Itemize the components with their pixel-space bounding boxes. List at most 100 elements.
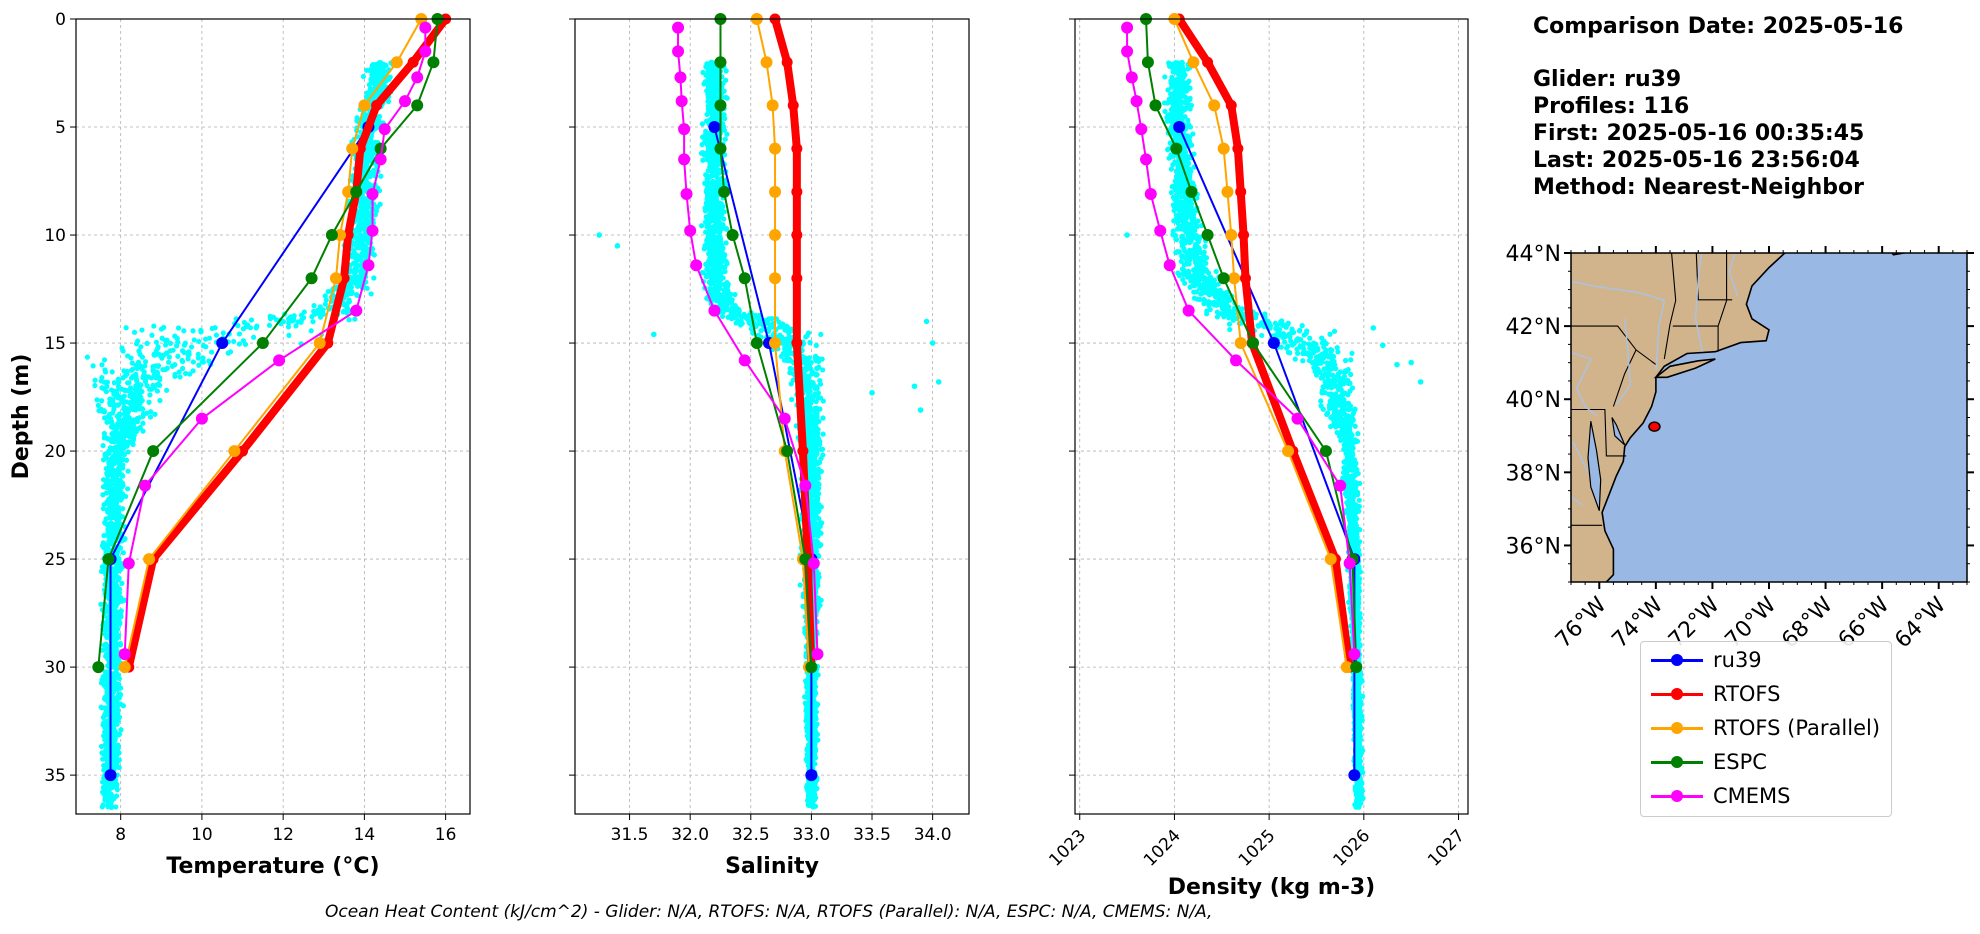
glider-point [108,541,114,547]
glider-point [133,390,139,396]
glider-point [719,313,726,319]
glider-point [108,791,114,797]
glider-point [103,389,110,395]
glider-point [123,399,129,405]
glider-point [159,335,165,341]
glider-point [111,511,117,518]
glider-point [195,351,201,357]
glider-point [818,597,824,603]
glider-point [131,396,137,402]
glider-point [117,611,124,617]
glider-point [293,323,299,329]
series-point [118,648,131,661]
glider-point [364,285,370,291]
glider-point [99,385,105,391]
glider-point [126,380,132,386]
glider-point [807,339,813,345]
glider-point [355,225,361,232]
glider-point [169,363,175,369]
glider-point [104,419,110,425]
series-point [139,479,152,492]
glider-point [107,416,114,422]
series-point [350,185,363,198]
series-point [378,123,391,136]
glider-point [311,303,317,309]
glider-point [220,330,226,336]
glider-point [115,633,121,639]
glider-point [309,314,315,320]
glider-point [707,99,714,105]
glider-point [102,737,108,743]
glider-point [142,373,148,379]
glider-point [357,220,364,226]
glider-point [199,359,205,365]
series-point [325,229,338,242]
glider-point [112,624,118,631]
glider-point [111,461,117,467]
glider-point [373,70,379,76]
glider-point [368,291,374,297]
glider-point [812,385,818,391]
y-axis-label: Depth (m) [9,354,34,480]
glider-point [113,804,119,810]
glider-point [370,61,376,68]
glider-point [198,329,204,335]
glider-point [102,694,108,701]
glider-point [115,454,122,460]
glider-point [354,244,360,251]
series-point [411,99,424,112]
series-point [411,71,424,84]
glider-point [151,352,157,358]
glider-point [119,580,125,586]
glider-point [100,751,107,757]
glider-point [114,528,120,534]
series-point [305,272,318,285]
series-rtofs-parallel- [118,13,428,674]
x-tick-label: 8 [115,825,126,845]
glider-point [371,275,377,281]
glider-point [813,342,819,349]
glider-point [139,354,145,360]
glider-point [136,348,142,354]
glider-point [134,378,140,384]
glider-point [818,331,824,338]
glider-point [125,410,131,416]
glider-point [231,338,237,345]
glider-point [102,367,108,373]
glider-point [103,632,109,638]
glider-point [117,487,123,493]
glider-point [349,289,355,295]
series-point [362,259,375,272]
glider-point [104,747,110,753]
glider-point [359,225,365,232]
glider-point [721,253,727,259]
glider-point [703,229,709,235]
glider-point [101,357,108,363]
glider-point [100,714,107,720]
glider-point [114,413,120,419]
glider-point [818,468,824,475]
glider-point [144,382,150,389]
glider-point [100,477,107,483]
glider-point [767,325,773,331]
series-point [354,143,366,155]
series-point [256,337,269,350]
glider-point [127,417,133,423]
glider-point [98,743,105,750]
glider-point [355,216,361,222]
glider-scatter-temperature [84,60,396,811]
glider-point [308,328,314,334]
glider-point [196,362,202,368]
glider-point [703,214,709,220]
glider-point [147,392,153,398]
series-point [358,99,371,112]
series-point [122,557,135,570]
glider-point [109,369,115,375]
glider-point [344,306,351,312]
glider-point [95,402,101,408]
glider-point [280,318,287,325]
glider-point [113,468,119,474]
glider-point [117,701,124,707]
glider-point [349,279,355,286]
